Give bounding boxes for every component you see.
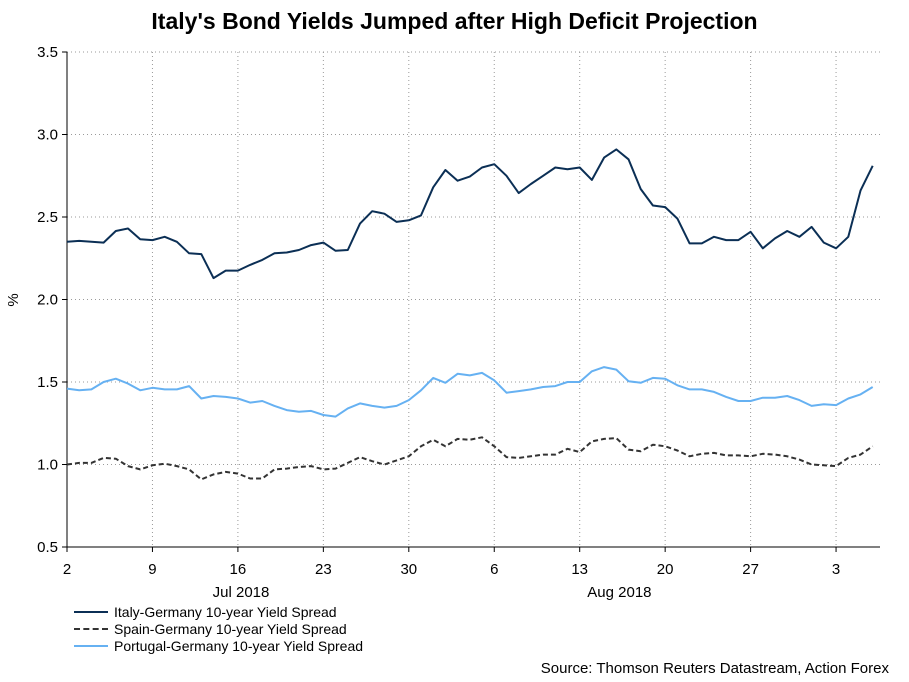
axes xyxy=(66,52,880,548)
x-tick-label: 9 xyxy=(148,561,156,578)
legend-swatch-italy xyxy=(74,610,108,613)
month-label: Aug 2018 xyxy=(587,584,651,601)
y-tick-labels: 0.5 1.0 1.5 2.0 2.5 3.0 3.5 xyxy=(37,44,58,556)
series-line-1 xyxy=(66,148,874,280)
y-tick-label: 2.0 xyxy=(37,292,58,309)
series-line-3 xyxy=(66,366,874,418)
legend-label-portugal: Portugal-Germany 10-year Yield Spread xyxy=(114,637,364,654)
x-tick-label: 23 xyxy=(315,561,332,578)
legend-item-italy: Italy-Germany 10-year Yield Spread xyxy=(74,603,363,620)
series xyxy=(66,148,874,481)
legend-label-italy: Italy-Germany 10-year Yield Spread xyxy=(114,603,337,620)
grid xyxy=(62,51,880,552)
legend-item-portugal: Portugal-Germany 10-year Yield Spread xyxy=(74,637,363,654)
x-tick-label: 3 xyxy=(832,561,840,578)
x-tick-label: 13 xyxy=(571,561,588,578)
x-tick-label: 6 xyxy=(490,561,498,578)
chart-title: Italy's Bond Yields Jumped after High De… xyxy=(151,8,758,34)
y-tick-label: 1.5 xyxy=(37,374,58,391)
y-tick-label: 3.5 xyxy=(37,44,58,61)
legend-swatch-portugal xyxy=(74,644,108,647)
x-tick-label: 2 xyxy=(63,561,71,578)
legend-swatch-spain xyxy=(74,627,108,630)
x-tick-label: 16 xyxy=(230,561,247,578)
series-line-2 xyxy=(66,436,874,481)
legend-label-spain: Spain-Germany 10-year Yield Spread xyxy=(114,620,347,637)
month-label: Jul 2018 xyxy=(213,584,270,601)
x-tick-label: 27 xyxy=(742,561,759,578)
y-tick-label: 0.5 xyxy=(37,539,58,556)
x-tick-label: 20 xyxy=(657,561,674,578)
y-axis-label: % xyxy=(5,293,22,306)
legend: Italy-Germany 10-year Yield Spread Spain… xyxy=(74,603,363,654)
y-tick-label: 3.0 xyxy=(37,127,58,144)
legend-item-spain: Spain-Germany 10-year Yield Spread xyxy=(74,620,363,637)
y-tick-label: 2.5 xyxy=(37,209,58,226)
y-tick-label: 1.0 xyxy=(37,457,58,474)
source-note: Source: Thomson Reuters Datastream, Acti… xyxy=(540,660,889,677)
x-tick-labels: 29162330613202731017241 xyxy=(63,561,840,578)
x-tick-label: 30 xyxy=(400,561,417,578)
